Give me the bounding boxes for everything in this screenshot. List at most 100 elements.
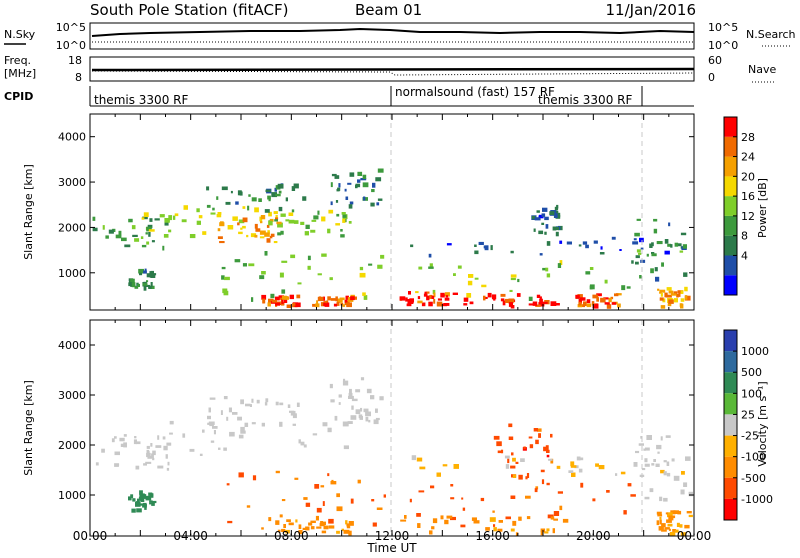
scatter-cell bbox=[284, 298, 288, 303]
scatter-cell bbox=[450, 497, 455, 500]
scatter-cell bbox=[485, 527, 490, 531]
scatter-cell bbox=[633, 462, 638, 467]
scatter-cell bbox=[650, 268, 654, 274]
x-tick-label: 04:00 bbox=[173, 529, 208, 543]
scatter-cell bbox=[578, 468, 583, 473]
scatter-cell bbox=[539, 296, 542, 299]
scatter-cell bbox=[399, 296, 406, 301]
scatter-cell bbox=[303, 497, 308, 500]
scatter-cell bbox=[348, 395, 354, 399]
y-tick-label: 3000 bbox=[58, 176, 86, 189]
scatter-cell bbox=[633, 238, 637, 241]
velocity-colorbar-tick: -25 bbox=[741, 430, 759, 443]
scatter-cell bbox=[550, 458, 554, 464]
scatter-cell bbox=[337, 298, 343, 303]
scatter-cell bbox=[351, 405, 354, 410]
scatter-cell bbox=[280, 213, 286, 217]
scatter-cell bbox=[582, 241, 588, 245]
scatter-cell bbox=[338, 402, 341, 405]
velocity-y-ticks: 1000 2000 3000 4000 bbox=[58, 339, 694, 502]
scatter-cell bbox=[674, 242, 679, 247]
scatter-cell bbox=[148, 492, 153, 496]
scatter-cell bbox=[578, 457, 584, 461]
scatter-cell bbox=[267, 195, 271, 200]
scatter-cell bbox=[646, 253, 649, 257]
scatter-cell bbox=[166, 467, 170, 471]
scatter-cell bbox=[368, 263, 373, 266]
scatter-cell bbox=[150, 275, 156, 278]
scatter-cell bbox=[570, 465, 577, 468]
scatter-cell bbox=[666, 294, 672, 298]
scatter-cell bbox=[298, 524, 302, 529]
scatter-cell bbox=[221, 275, 225, 280]
scatter-cell bbox=[321, 216, 326, 222]
scatter-cell bbox=[473, 520, 480, 524]
scatter-cell bbox=[423, 293, 428, 297]
scatter-cell bbox=[279, 402, 284, 406]
scatter-cell bbox=[277, 183, 284, 189]
scatter-cell bbox=[264, 232, 270, 237]
scatter-cell bbox=[433, 292, 436, 298]
scatter-cell bbox=[135, 441, 141, 445]
scatter-cell bbox=[277, 529, 281, 533]
scatter-cell bbox=[308, 522, 313, 526]
scatter-cell bbox=[555, 214, 561, 219]
scatter-cell bbox=[644, 463, 650, 467]
scatter-cell bbox=[426, 295, 430, 301]
scatter-cell bbox=[294, 220, 299, 224]
scatter-cell bbox=[234, 259, 241, 263]
scatter-cell bbox=[146, 280, 149, 283]
scatter-cell bbox=[538, 433, 541, 438]
scatter-cell bbox=[173, 215, 176, 220]
scatter-cell bbox=[424, 291, 427, 295]
date-label: 11/Jan/2016 bbox=[606, 1, 697, 19]
velocity-cells bbox=[95, 377, 693, 536]
scatter-cell bbox=[508, 423, 513, 428]
scatter-cell bbox=[593, 240, 598, 244]
scatter-cell bbox=[474, 250, 479, 255]
scatter-cell bbox=[268, 220, 273, 226]
scatter-cell bbox=[508, 436, 514, 440]
scatter-cell bbox=[311, 219, 317, 222]
scatter-cell bbox=[310, 229, 316, 233]
scatter-cell bbox=[261, 271, 266, 275]
scatter-cell bbox=[248, 263, 255, 267]
scatter-cell bbox=[668, 528, 671, 531]
scatter-cell bbox=[673, 510, 679, 514]
x-tick-label: 00:00 bbox=[73, 529, 108, 543]
scatter-cell bbox=[189, 448, 195, 452]
scatter-cell bbox=[278, 190, 282, 194]
scatter-cell bbox=[232, 216, 238, 221]
scatter-cell bbox=[210, 440, 215, 443]
scatter-cell bbox=[333, 303, 338, 307]
scatter-cell bbox=[302, 527, 308, 530]
scatter-cell bbox=[350, 415, 357, 420]
scatter-cell bbox=[151, 453, 154, 459]
scatter-cell bbox=[598, 465, 605, 470]
scatter-cell bbox=[660, 469, 665, 474]
scatter-cell bbox=[157, 435, 160, 440]
scatter-cell bbox=[223, 447, 227, 451]
scatter-cell bbox=[510, 528, 515, 532]
scatter-cell bbox=[363, 196, 366, 201]
scatter-cell bbox=[546, 273, 551, 278]
scatter-cell bbox=[510, 277, 516, 281]
scatter-cell bbox=[640, 247, 644, 250]
power-x-ticks bbox=[89, 114, 695, 310]
scatter-cell bbox=[428, 266, 434, 269]
scatter-cell bbox=[510, 250, 514, 254]
scatter-cell bbox=[372, 522, 377, 527]
scatter-cell bbox=[661, 262, 664, 267]
scatter-cell bbox=[313, 215, 319, 220]
scatter-cell bbox=[615, 473, 618, 476]
scatter-cell bbox=[240, 430, 246, 434]
scatter-cell bbox=[355, 183, 361, 188]
scatter-cell bbox=[673, 298, 678, 303]
scatter-cell bbox=[651, 463, 655, 466]
scatter-cell bbox=[265, 189, 272, 193]
scatter-cell bbox=[105, 235, 109, 239]
scatter-cell bbox=[342, 380, 349, 386]
scatter-cell bbox=[314, 484, 320, 489]
scatter-cell bbox=[222, 288, 228, 294]
scatter-cell bbox=[557, 491, 563, 494]
